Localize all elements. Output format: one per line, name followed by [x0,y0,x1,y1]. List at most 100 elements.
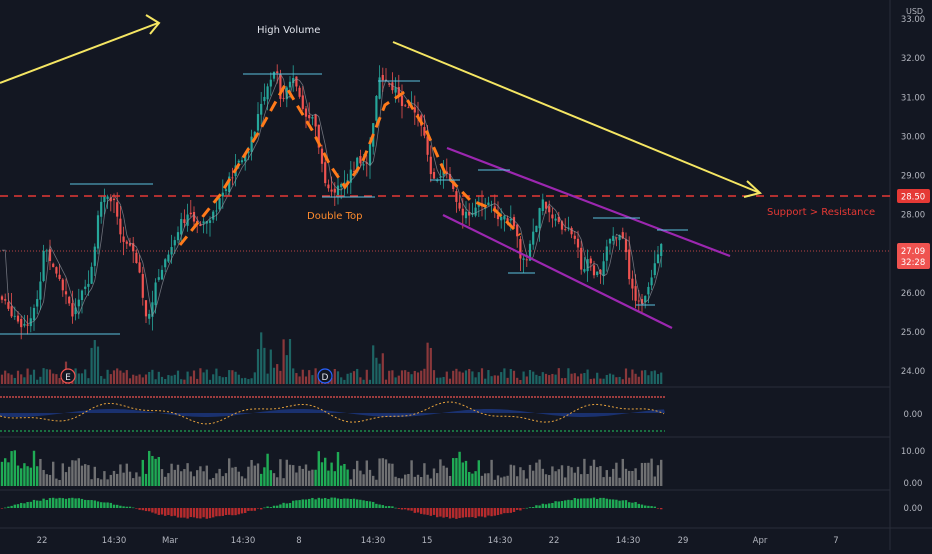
momentum-bar [148,508,151,512]
strength-bar [410,460,413,486]
volume-bar [384,379,388,384]
candle-body [548,206,551,213]
volume-bar [154,379,157,384]
strength-bar [541,468,544,486]
volume-bar [423,368,426,384]
volume-bar [55,374,58,384]
support-price-badge-label: 28.50 [901,193,925,203]
momentum-bar [442,508,445,518]
strength-bar [64,472,68,486]
dividend-marker-label: D [322,373,329,383]
candle-body [608,238,612,244]
strength-bar [394,476,397,486]
volume-bar [551,373,554,384]
strength-bar [580,474,583,486]
volume-bar [340,377,343,384]
momentum-bar [32,499,36,508]
candle-body [282,97,285,99]
volume-bar [218,376,221,384]
volume-bar [282,339,285,384]
candle-body [138,262,141,273]
volume-bar [93,340,96,384]
candle-body [637,300,640,302]
candle-body [10,306,13,317]
candle-body [16,315,20,322]
volume-bar [516,377,519,384]
volume-bar [109,374,112,384]
candle-body [36,299,39,307]
candle-body [512,217,516,227]
candle-body [458,202,461,209]
strength-bar [592,459,596,486]
volume-bar [231,370,234,384]
strength-bar [554,471,557,486]
momentum-bar [580,498,583,508]
momentum-bar [311,497,314,508]
strength-bar [26,466,29,486]
momentum-bar [484,508,487,518]
strength-bar [538,459,541,486]
strength-bar [522,470,525,486]
time-tick-label: 14:30 [488,536,513,546]
candle-body [96,215,100,249]
momentum-bar [487,508,490,516]
momentum-bar [263,507,266,509]
strength-bar [253,465,256,486]
strength-bar [429,478,432,486]
volume-bar [208,379,212,384]
candle-body [224,189,228,191]
volume-bar [52,373,55,384]
momentum-bar [164,508,167,516]
volume-bar [7,373,10,384]
volume-bar [180,379,183,384]
strength-bar [634,468,637,486]
momentum-bar [628,502,631,508]
volume-bar [173,374,176,384]
candle-body [164,259,167,268]
candle-body [180,219,183,235]
momentum-bar [391,506,394,508]
candle-body [368,144,372,166]
volume-bar [426,342,429,384]
momentum-bar [432,508,436,515]
time-tick-label: 22 [37,536,48,546]
candle-body [93,246,96,266]
candle-body [439,176,442,178]
momentum-bar [631,502,634,508]
candle-body [544,201,548,209]
volume-bar [560,378,564,384]
candle-body [618,234,621,241]
strength-bar [276,477,279,486]
strength-bar [212,477,215,486]
momentum-bar [224,508,228,516]
volume-bar [189,376,192,384]
candle-body [445,171,448,174]
strength-bar [39,458,42,486]
volume-bar [138,374,141,384]
strength-bar [311,469,314,486]
momentum-bar [228,508,231,515]
osc-zero-label: 0.00 [904,410,923,420]
momentum-bar [644,505,647,508]
momentum-bar [656,508,660,509]
candle-body [455,191,458,202]
volume-bar [42,368,45,384]
hist-top-label: 10.00 [901,447,925,457]
volume-bar [276,364,279,384]
strength-bar [368,469,372,486]
earnings-marker[interactable]: E [60,368,76,384]
strength-bar [442,465,445,486]
strength-bar [125,463,128,486]
dividend-marker[interactable]: D [317,368,333,384]
volume-bar [394,377,397,384]
strength-bar [471,473,474,486]
volume-bar [32,369,36,384]
volume-bar [628,377,631,384]
momentum-bar [551,502,554,508]
momentum-bar [55,498,58,508]
strength-bar [397,478,400,486]
strength-bar [183,469,186,486]
momentum-bar [660,508,663,510]
momentum-bar [346,498,349,508]
